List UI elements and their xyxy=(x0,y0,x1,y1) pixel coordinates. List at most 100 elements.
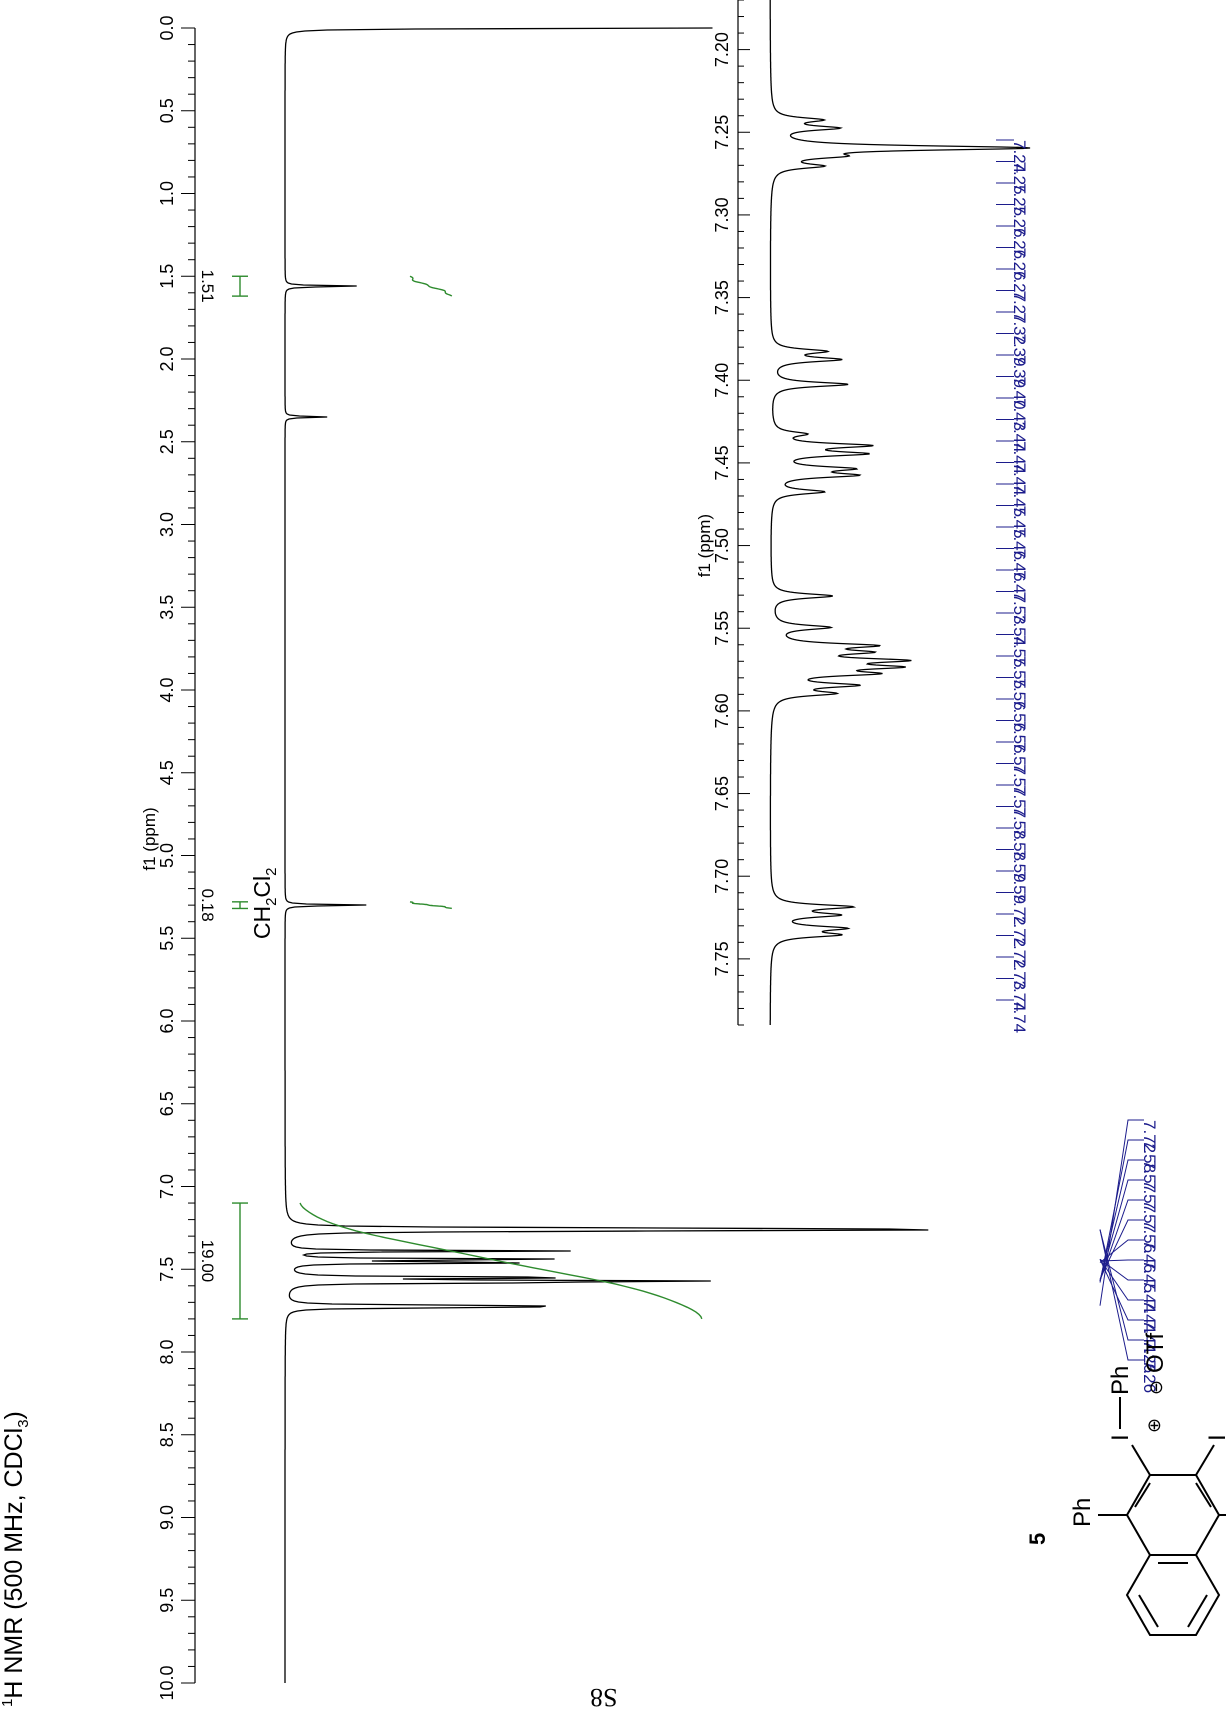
inset-peak-label: 7.25 xyxy=(1010,162,1029,195)
integral-value-label: 0.18 xyxy=(198,889,217,922)
main-tick-label: 3.0 xyxy=(157,512,177,537)
main-tick-label: 4.5 xyxy=(157,760,177,785)
main-peak-label-leader xyxy=(1099,1119,1144,1306)
inset-tick-label: 7.50 xyxy=(712,528,732,563)
inset-tick-label: 7.45 xyxy=(712,445,732,480)
inset-peak-label: 7.55 xyxy=(1010,656,1029,689)
compound-number: 5 xyxy=(1025,1533,1050,1545)
inset-peak-label: 7.25 xyxy=(1010,183,1029,216)
inset-peak-label: 7.57 xyxy=(1010,785,1029,818)
main-tick-label: 2.0 xyxy=(157,346,177,371)
inset-peak-label: 7.73 xyxy=(1010,957,1029,990)
inset-peak-label: 7.53 xyxy=(1010,592,1029,625)
main-peak-label-leader xyxy=(1099,1229,1144,1341)
inset-peak-label: 7.74 xyxy=(1010,1000,1029,1033)
main-peak-label-leader xyxy=(1099,1199,1144,1281)
inset-peak-label: 7.27 xyxy=(1010,269,1029,302)
inset-peak-label: 7.39 xyxy=(1010,355,1029,388)
main-tick-label: 9.5 xyxy=(157,1588,177,1613)
inset-peak-label: 7.40 xyxy=(1010,377,1029,410)
inset-peak-label: 7.72 xyxy=(1010,936,1029,969)
iodonium-ph-label: Ph xyxy=(1107,1366,1134,1395)
inset-peak-label: 7.72 xyxy=(1010,914,1029,947)
solvent-part-ch: CH xyxy=(249,906,275,939)
counterion-label: OTf xyxy=(1142,1333,1169,1373)
main-peak-label: 7.44 xyxy=(1140,1280,1159,1313)
main-tick-label: 7.5 xyxy=(157,1257,177,1282)
main-spectrum-trace xyxy=(284,27,929,1683)
main-tick-label: 2.5 xyxy=(157,429,177,454)
inset-peak-label: 7.72 xyxy=(1010,893,1029,926)
main-tick-label: 0.5 xyxy=(157,98,177,123)
chart-title: 1H NMR (500 MHz, CDCl3) xyxy=(0,1411,32,1707)
integral-value-label: 19.00 xyxy=(198,1240,217,1283)
main-peak-label: 7.58 xyxy=(1140,1140,1159,1173)
substituted-ring xyxy=(1125,1474,1221,1556)
main-x-axis-label: f1 (ppm) xyxy=(140,807,159,870)
main-x-axis: 10.0 9.5 9.0 8.5 8.0 7.5 7.0 6.5 6.0 5.5 5.0 4.5 4.0… xyxy=(157,15,196,1701)
main-peak-label-leader xyxy=(1099,1219,1144,1280)
inset-peak-label: 7.59 xyxy=(1010,850,1029,883)
solvent-part-cl: Cl xyxy=(249,876,275,898)
main-integral-brackets: 19.00 1.51 0.18 xyxy=(198,270,248,1320)
inset-peak-label: 7.58 xyxy=(1010,807,1029,840)
title-close: ) xyxy=(0,1411,28,1419)
inset-peak-label: 7.26 xyxy=(1010,248,1029,281)
inset-tick-label: 7.65 xyxy=(712,776,732,811)
main-tick-label: 4.0 xyxy=(157,677,177,702)
main-spectrum: 19.001.510.18 10.09.59.08.58.07.57.06.56… xyxy=(0,15,1159,1707)
main-tick-label: 3.5 xyxy=(157,595,177,620)
inset-peak-label: 7.74 xyxy=(1010,979,1029,1012)
inset-peak-label: 7.44 xyxy=(1010,420,1029,453)
iodonium-label: I xyxy=(1107,1434,1134,1441)
inset-peak-label: 7.43 xyxy=(1010,398,1029,431)
main-tick-label: 8.5 xyxy=(157,1422,177,1447)
main-peak-labels: 7.267.267.447.447.447.457.467.567.577.57… xyxy=(1099,1119,1159,1393)
main-tick-label: 8.0 xyxy=(157,1339,177,1364)
main-peak-label-leader xyxy=(1099,1179,1144,1281)
main-peak-label: 7.44 xyxy=(1140,1320,1159,1353)
main-peak-label: 7.26 xyxy=(1140,1340,1159,1373)
inset-peak-label: 7.45 xyxy=(1010,506,1029,539)
inset-peak-label: 7.59 xyxy=(1010,871,1029,904)
bond-to-iodonium xyxy=(1131,1444,1151,1476)
main-tick-label: 9.0 xyxy=(157,1505,177,1530)
main-tick-label: 7.0 xyxy=(157,1174,177,1199)
inset-peak-label: 7.56 xyxy=(1010,678,1029,711)
main-peak-label: 7.57 xyxy=(1140,1180,1159,1213)
main-tick-label: 5.5 xyxy=(157,926,177,951)
inset-tick-label: 7.55 xyxy=(712,611,732,646)
main-peak-label: 7.57 xyxy=(1140,1160,1159,1193)
inset-x-axis: 7.75 7.70 7.65 7.60 7.55 7.50 7.45 7.40 7.35 7.30… xyxy=(712,0,750,1026)
inset-peak-label: 7.32 xyxy=(1010,312,1029,345)
compound-structure: Ph Ph I I Ph ⊕ ⊖ OTf 5 xyxy=(1025,1333,1226,1636)
main-integral-curves xyxy=(299,275,703,1320)
inset-tick-label: 7.25 xyxy=(712,115,732,150)
inset-tick-label: 7.30 xyxy=(712,197,732,232)
main-tick-label: 1.5 xyxy=(157,264,177,289)
inset-x-axis-label: f1 (ppm) xyxy=(695,514,714,577)
inset-spectrum-trace xyxy=(769,0,1031,1025)
inset-peak-label: 7.47 xyxy=(1010,570,1029,603)
solvent-part-2a: 2 xyxy=(263,898,280,906)
inset-peak-label: 7.24 xyxy=(1010,140,1029,173)
inner-bond-4 xyxy=(1134,1482,1151,1508)
integral-value-label: 1.51 xyxy=(198,270,217,303)
main-peak-label-leader xyxy=(1099,1139,1144,1283)
inset-peak-label: 7.45 xyxy=(1010,484,1029,517)
main-tick-label: 0.0 xyxy=(157,15,177,40)
inset-peak-label: 7.44 xyxy=(1010,463,1029,496)
inset-peak-label: 7.57 xyxy=(1010,742,1029,775)
minus-charge: ⊖ xyxy=(1146,1380,1166,1395)
main-peak-label: 7.57 xyxy=(1140,1200,1159,1233)
inset-peak-label: 7.26 xyxy=(1010,205,1029,238)
main-tick-label: 6.0 xyxy=(157,1008,177,1033)
inset-peak-label: 7.55 xyxy=(1010,635,1029,668)
title-nucleus: H NMR (500 MHz, CDCl xyxy=(0,1428,28,1699)
inset-peak-label: 7.58 xyxy=(1010,828,1029,861)
inset-peak-label: 7.57 xyxy=(1010,764,1029,797)
inset-tick-label: 7.35 xyxy=(712,280,732,315)
